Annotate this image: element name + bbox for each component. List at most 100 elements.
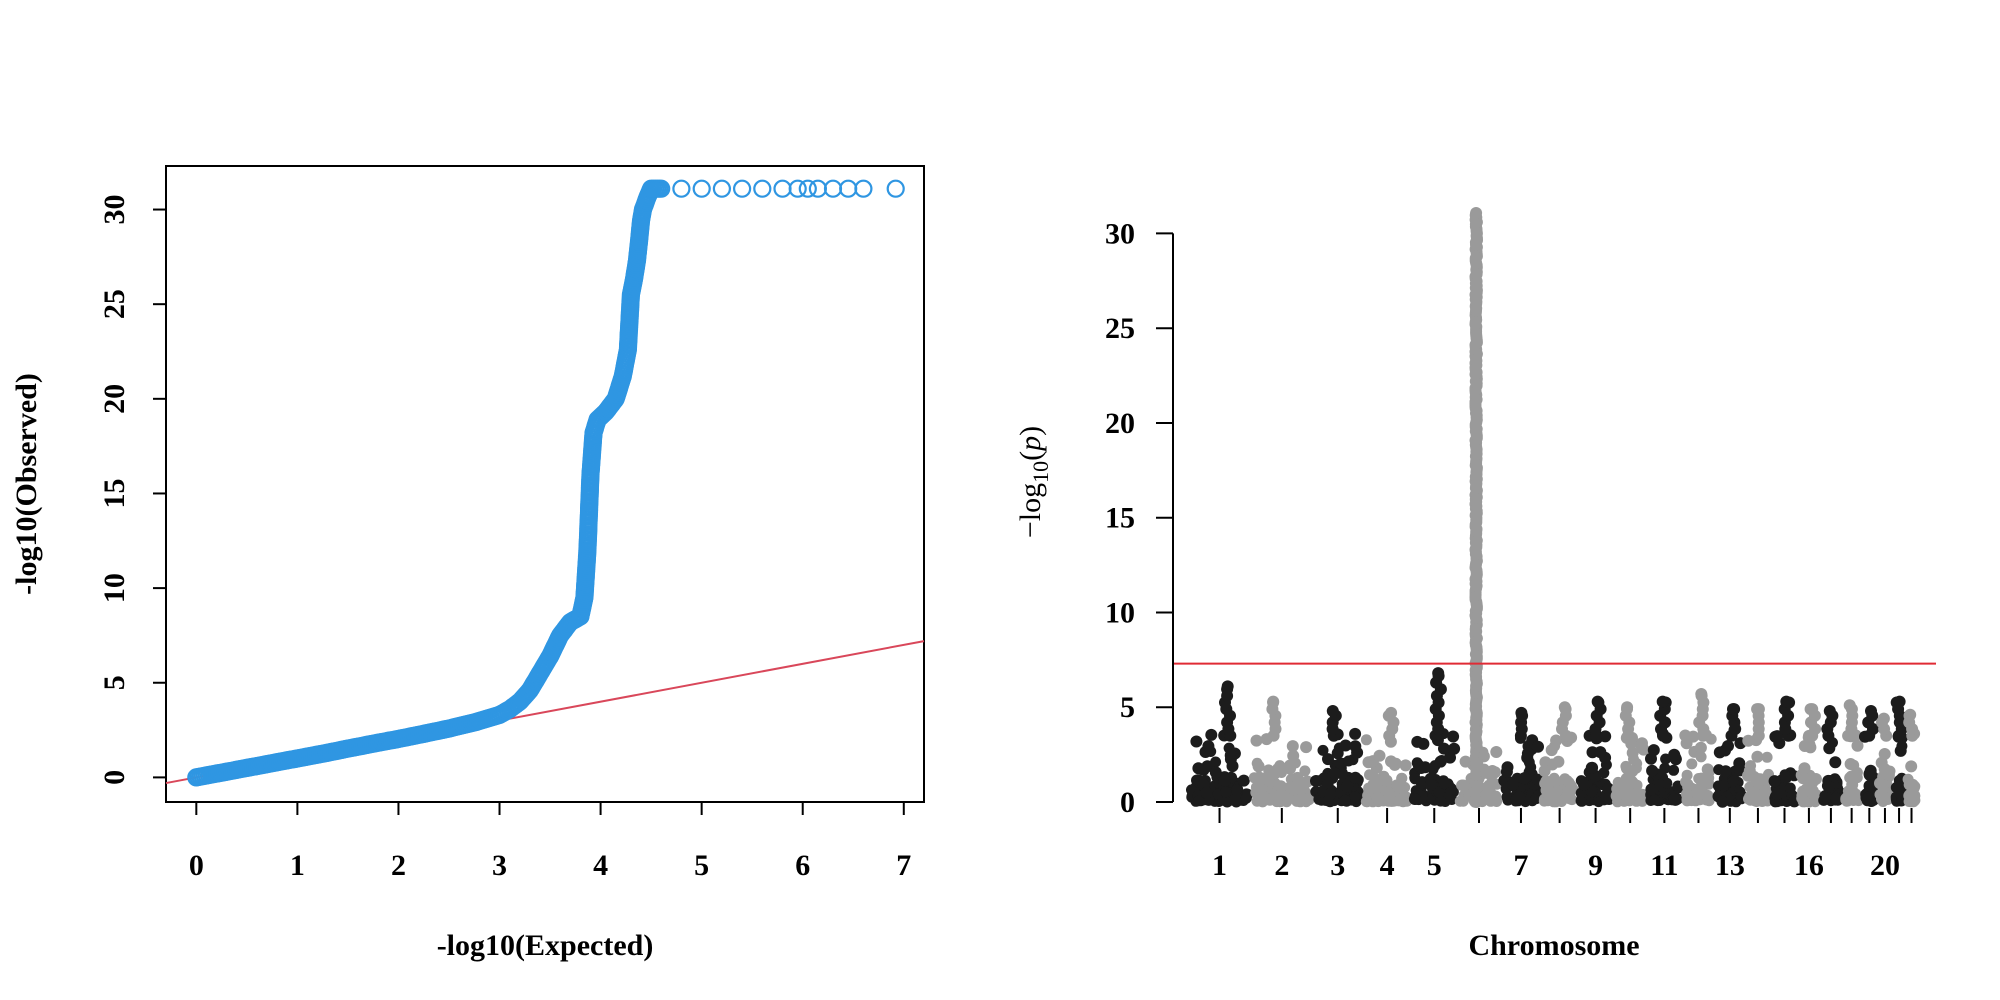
qq-x-tick-label: 4 bbox=[593, 849, 608, 882]
manhattan-point bbox=[1830, 792, 1843, 805]
manhattan-point bbox=[1459, 755, 1472, 768]
manhattan-chromosome-points bbox=[1498, 706, 1544, 808]
manhattan-point bbox=[1719, 765, 1732, 778]
manhattan-x-tick-label: 1 bbox=[1212, 849, 1227, 882]
manhattan-point bbox=[1329, 767, 1342, 780]
manhattan-point bbox=[1875, 756, 1888, 769]
manhattan-point bbox=[1237, 774, 1250, 787]
manhattan-chromosome-points bbox=[1186, 680, 1254, 808]
qq-point bbox=[854, 179, 873, 198]
qq-point bbox=[823, 179, 843, 198]
manhattan-point bbox=[1331, 747, 1344, 760]
manhattan-point bbox=[1905, 760, 1918, 773]
manhattan-point bbox=[1894, 786, 1907, 799]
qq-points bbox=[187, 179, 905, 787]
manhattan-point bbox=[1394, 782, 1406, 794]
manhattan-point bbox=[1291, 794, 1303, 807]
manhattan-point bbox=[1656, 695, 1669, 708]
manhattan-chromosome-points bbox=[1575, 695, 1616, 808]
manhattan-x-tick-label: 4 bbox=[1380, 849, 1395, 882]
manhattan-point bbox=[1550, 734, 1563, 747]
manhattan-chromosome-points bbox=[1859, 705, 1879, 807]
manhattan-point bbox=[1432, 667, 1445, 680]
manhattan-point bbox=[1438, 742, 1450, 755]
manhattan-point bbox=[1515, 706, 1528, 719]
manhattan-y-tick-label: 0 bbox=[1120, 786, 1135, 819]
manhattan-point bbox=[1341, 780, 1353, 793]
manhattan-point bbox=[1647, 744, 1660, 757]
manhattan-point bbox=[1349, 740, 1362, 753]
manhattan-point bbox=[1752, 773, 1765, 786]
manhattan-chromosome-points bbox=[1818, 705, 1844, 807]
manhattan-y-tick-label: 30 bbox=[1105, 217, 1135, 250]
qq-x-tick-label: 7 bbox=[896, 849, 911, 882]
manhattan-point bbox=[1253, 771, 1266, 784]
qq-plot-panel: 0 1 2 3 4 5 6 7 0 5 10 15 20 25 30 -log10(Expected) -… bbox=[10, 165, 925, 962]
qq-point bbox=[652, 179, 671, 198]
qq-y-tick-label: 0 bbox=[98, 770, 131, 785]
manhattan-point bbox=[1521, 747, 1534, 760]
manhattan-point bbox=[1490, 746, 1503, 758]
qq-x-tick-label: 6 bbox=[795, 849, 810, 882]
manhattan-point bbox=[1649, 794, 1661, 806]
manhattan-point bbox=[1334, 757, 1346, 769]
manhattan-point bbox=[1532, 740, 1544, 753]
manhattan-point bbox=[1893, 775, 1905, 786]
manhattan-point bbox=[1646, 764, 1659, 777]
manhattan-point bbox=[1273, 763, 1286, 776]
manhattan-point bbox=[1624, 777, 1637, 790]
qq-y-axis-label: -log10(Observed) bbox=[10, 373, 43, 595]
manhattan-point bbox=[1258, 791, 1271, 804]
manhattan-point bbox=[1716, 795, 1729, 808]
qq-point bbox=[839, 179, 858, 198]
manhattan-point bbox=[1906, 778, 1919, 791]
manhattan-point bbox=[1317, 744, 1329, 756]
manhattan-point bbox=[1310, 775, 1322, 787]
qq-x-tick-label: 3 bbox=[492, 849, 507, 882]
manhattan-point bbox=[1564, 793, 1576, 805]
manhattan-point bbox=[1447, 730, 1460, 743]
manhattan-point bbox=[1489, 766, 1501, 779]
qq-y-tick-label: 5 bbox=[98, 675, 131, 690]
manhattan-point bbox=[1301, 775, 1314, 788]
manhattan-point bbox=[1863, 767, 1876, 780]
manhattan-point bbox=[1780, 695, 1793, 708]
manhattan-point bbox=[1205, 728, 1218, 741]
qq-point bbox=[773, 179, 792, 198]
manhattan-point bbox=[1501, 761, 1514, 774]
manhattan-point bbox=[1621, 701, 1634, 714]
manhattan-point bbox=[1701, 789, 1714, 802]
manhattan-chromosome-points bbox=[1248, 695, 1315, 808]
manhattan-point bbox=[1371, 792, 1384, 804]
manhattan-point bbox=[1399, 759, 1412, 772]
qq-point bbox=[886, 179, 905, 198]
manhattan-point bbox=[1565, 784, 1577, 796]
manhattan-chromosome-points bbox=[1902, 708, 1921, 808]
manhattan-point bbox=[1586, 761, 1599, 774]
manhattan-point bbox=[1286, 740, 1299, 753]
manhattan-point bbox=[1742, 734, 1755, 747]
manhattan-point bbox=[1823, 742, 1836, 755]
manhattan-x-tick-label: 3 bbox=[1330, 849, 1345, 882]
manhattan-point bbox=[1558, 701, 1571, 714]
manhattan-point bbox=[1291, 771, 1304, 784]
qq-x-axis: 0 1 2 3 4 5 6 7 bbox=[189, 802, 911, 882]
manhattan-point bbox=[1513, 791, 1526, 804]
manhattan-point bbox=[1559, 773, 1571, 785]
qq-y-tick-label: 30 bbox=[98, 195, 131, 225]
manhattan-chromosome-points bbox=[1742, 703, 1774, 807]
manhattan-point bbox=[1799, 796, 1811, 808]
manhattan-point bbox=[1362, 756, 1375, 769]
manhattan-point bbox=[1396, 773, 1408, 784]
manhattan-point bbox=[1385, 755, 1397, 768]
qq-x-tick-label: 2 bbox=[391, 849, 406, 882]
manhattan-point bbox=[1840, 794, 1852, 806]
manhattan-chromosome-points bbox=[1408, 667, 1461, 807]
qq-x-axis-label: -log10(Expected) bbox=[437, 929, 654, 962]
manhattan-point bbox=[1743, 764, 1756, 777]
manhattan-y-axis-label: −log10(p) bbox=[1014, 426, 1053, 538]
manhattan-point bbox=[1659, 762, 1671, 774]
manhattan-point bbox=[1727, 775, 1739, 787]
manhattan-point bbox=[1218, 774, 1231, 787]
manhattan-point bbox=[1865, 705, 1877, 717]
